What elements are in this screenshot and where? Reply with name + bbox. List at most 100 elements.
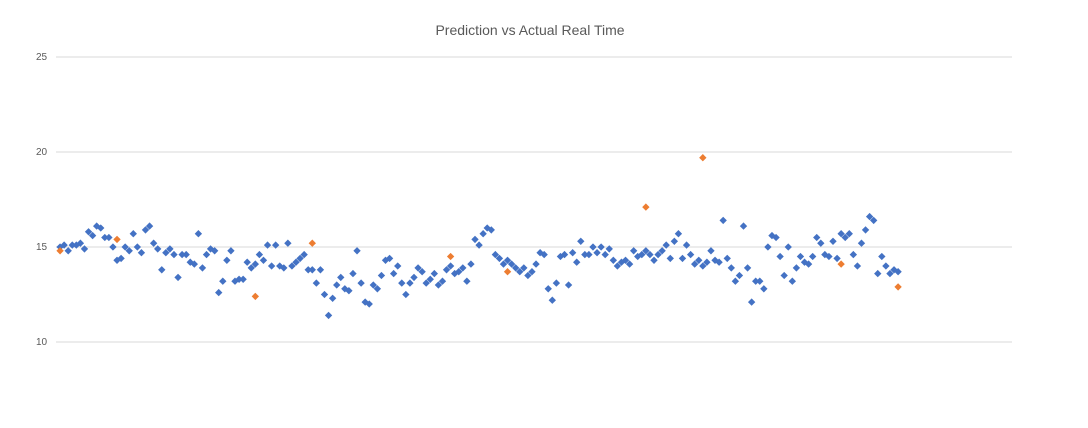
data-point-series1: [194, 230, 203, 238]
data-point-series1: [154, 245, 162, 253]
data-point-series1: [316, 266, 325, 274]
data-point-series1: [540, 250, 548, 259]
data-point-series1: [377, 271, 386, 280]
data-point-series1: [76, 239, 85, 247]
data-point-series1: [402, 290, 410, 299]
data-point-series1: [756, 277, 764, 285]
data-point-series1: [719, 216, 727, 225]
data-point-series1: [605, 245, 613, 253]
data-point-series1: [654, 250, 662, 259]
data-point-series1: [853, 262, 862, 270]
data-point-series1: [609, 256, 618, 264]
data-point-series1: [658, 247, 666, 255]
data-point-series1: [845, 230, 853, 238]
data-point-series1: [564, 281, 573, 289]
data-point-series1: [296, 254, 304, 263]
data-point-series1: [170, 250, 178, 259]
data-point-series1: [691, 260, 699, 268]
data-point-series1: [394, 262, 402, 270]
data-point-series1: [837, 230, 845, 238]
data-point-series1: [642, 247, 650, 255]
data-point-series1: [528, 268, 536, 276]
data-point-series1: [190, 260, 198, 268]
data-point-series1: [646, 250, 654, 259]
data-point-series1: [304, 266, 312, 274]
data-point-series1: [674, 230, 683, 238]
data-point-series1: [426, 275, 434, 283]
data-point-series1: [894, 268, 902, 276]
data-point-series1: [105, 233, 113, 242]
data-point-series1: [882, 262, 890, 270]
y-tick-label: 20: [36, 147, 48, 158]
data-point-series1: [861, 226, 870, 234]
data-point-series1: [552, 279, 561, 287]
data-point-series1: [202, 250, 211, 259]
data-point-series1: [280, 264, 288, 272]
data-point-series1: [548, 296, 556, 304]
data-point-series1: [507, 260, 516, 268]
data-point-series1: [813, 233, 821, 242]
data-point-series1: [406, 279, 414, 287]
data-point-series1: [650, 256, 658, 264]
data-point-series1: [577, 237, 585, 245]
data-point-series1: [699, 262, 707, 270]
data-point-series1: [760, 285, 768, 293]
data-point-series1: [308, 266, 316, 274]
data-point-series1: [772, 233, 780, 242]
data-point-series1: [870, 216, 878, 225]
data-point-series1: [133, 243, 142, 251]
data-point-series1: [678, 254, 687, 263]
data-point-series1: [300, 250, 308, 259]
data-point-series1: [337, 273, 345, 282]
data-point-series1: [243, 258, 251, 266]
data-point-series1: [621, 256, 630, 264]
data-point-series2: [56, 247, 64, 255]
data-point-series1: [666, 254, 674, 263]
data-point-series1: [446, 262, 455, 270]
data-point-series1: [739, 222, 748, 230]
data-point-series1: [735, 271, 744, 280]
data-point-series1: [467, 260, 475, 268]
data-point-series1: [532, 260, 540, 268]
data-point-series1: [544, 285, 552, 293]
data-point-series1: [568, 249, 577, 257]
data-point-series2: [308, 239, 316, 247]
data-point-series1: [829, 237, 837, 245]
data-point-series1: [471, 235, 479, 244]
data-point-series1: [479, 230, 487, 238]
data-point-series1: [638, 250, 646, 259]
data-point-series1: [288, 262, 296, 270]
data-point-series1: [137, 249, 146, 257]
data-point-series1: [312, 279, 321, 287]
data-point-series1: [491, 250, 500, 259]
data-point-series1: [707, 247, 715, 255]
data-point-series1: [398, 279, 406, 287]
data-point-series1: [430, 269, 439, 278]
data-point-series1: [886, 269, 894, 278]
data-point-series1: [715, 258, 723, 266]
data-point-series1: [174, 273, 182, 282]
data-point-series1: [182, 250, 190, 259]
chart-title: Prediction vs Actual Real Time: [435, 22, 625, 38]
data-point-series1: [833, 254, 841, 263]
data-point-series1: [475, 241, 483, 249]
data-point-series1: [776, 252, 784, 261]
data-point-series1: [825, 252, 833, 261]
data-point-series1: [727, 264, 735, 272]
data-point-series1: [267, 262, 276, 270]
data-point-series1: [585, 250, 593, 259]
data-point-series1: [271, 241, 280, 249]
data-point-series1: [817, 239, 825, 247]
data-point-series1: [373, 285, 382, 293]
data-point-series1: [857, 239, 866, 247]
data-point-series1: [682, 241, 691, 249]
data-point-series1: [320, 290, 329, 299]
data-point-series1: [686, 250, 695, 259]
data-point-series1: [369, 281, 377, 289]
data-point-series1: [357, 279, 365, 287]
data-point-series1: [227, 247, 235, 255]
data-point-series1: [597, 243, 605, 251]
data-point-series1: [495, 254, 504, 263]
data-point-series1: [743, 264, 752, 272]
data-point-series1: [324, 311, 333, 320]
